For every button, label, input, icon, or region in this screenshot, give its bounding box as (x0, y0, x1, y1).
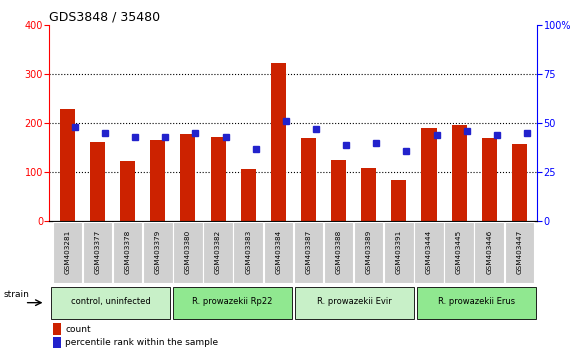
Text: percentile rank within the sample: percentile rank within the sample (66, 338, 218, 347)
Bar (451, 125, 467, 221)
Text: R. prowazekii Erus: R. prowazekii Erus (438, 297, 515, 307)
Bar (90, 142, 105, 221)
Text: GSM403444: GSM403444 (426, 230, 432, 274)
FancyBboxPatch shape (234, 222, 263, 282)
Text: GSM403391: GSM403391 (396, 230, 402, 274)
FancyBboxPatch shape (414, 222, 444, 282)
Bar (120, 161, 135, 221)
Text: GSM403281: GSM403281 (64, 230, 70, 274)
FancyBboxPatch shape (384, 222, 414, 282)
Bar (150, 140, 166, 221)
Text: GSM403384: GSM403384 (275, 230, 281, 274)
Bar (53, 324, 60, 335)
Bar (181, 134, 195, 221)
Text: GSM403388: GSM403388 (336, 230, 342, 274)
FancyBboxPatch shape (324, 222, 353, 282)
Bar (512, 144, 527, 221)
FancyBboxPatch shape (203, 222, 233, 282)
Text: count: count (66, 325, 91, 334)
Text: GSM403378: GSM403378 (125, 230, 131, 274)
Bar (271, 63, 286, 221)
Bar (392, 179, 406, 221)
Text: R. prowazekii Rp22: R. prowazekii Rp22 (192, 297, 272, 307)
Text: GSM403445: GSM403445 (456, 230, 462, 274)
Text: GSM403379: GSM403379 (155, 230, 161, 274)
Text: GSM403377: GSM403377 (95, 230, 101, 274)
FancyBboxPatch shape (143, 222, 173, 282)
Bar (331, 160, 346, 221)
FancyBboxPatch shape (444, 222, 474, 282)
Bar (361, 168, 376, 221)
Text: GSM403389: GSM403389 (365, 230, 372, 274)
Text: GSM403387: GSM403387 (306, 230, 311, 274)
Bar (60, 109, 75, 221)
FancyBboxPatch shape (83, 222, 112, 282)
FancyBboxPatch shape (173, 222, 203, 282)
FancyBboxPatch shape (475, 222, 504, 282)
Text: GDS3848 / 35480: GDS3848 / 35480 (49, 11, 160, 24)
Text: GSM403380: GSM403380 (185, 230, 191, 274)
Bar (53, 337, 60, 348)
FancyBboxPatch shape (295, 287, 414, 319)
Text: GSM403446: GSM403446 (486, 230, 492, 274)
FancyBboxPatch shape (53, 222, 83, 282)
FancyBboxPatch shape (51, 287, 170, 319)
FancyBboxPatch shape (294, 222, 323, 282)
Text: strain: strain (4, 290, 30, 299)
Bar (210, 137, 225, 221)
Text: GSM403382: GSM403382 (215, 230, 221, 274)
Bar (482, 138, 497, 221)
FancyBboxPatch shape (504, 222, 534, 282)
FancyBboxPatch shape (264, 222, 293, 282)
FancyBboxPatch shape (417, 287, 536, 319)
Text: R. prowazekii Evir: R. prowazekii Evir (317, 297, 392, 307)
Text: GSM403383: GSM403383 (245, 230, 251, 274)
Text: GSM403447: GSM403447 (517, 230, 522, 274)
Text: control, uninfected: control, uninfected (70, 297, 150, 307)
Bar (241, 169, 256, 221)
Bar (301, 138, 316, 221)
Bar (421, 128, 436, 221)
FancyBboxPatch shape (354, 222, 383, 282)
FancyBboxPatch shape (173, 287, 292, 319)
FancyBboxPatch shape (113, 222, 142, 282)
